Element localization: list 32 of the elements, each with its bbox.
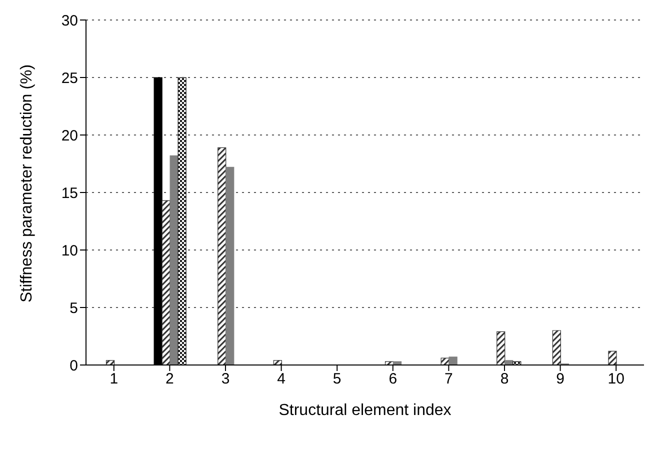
bar [512, 361, 522, 365]
x-tick-label: 6 [388, 370, 398, 388]
y-tick-label: 10 [61, 242, 78, 260]
x-tick-label: 2 [166, 370, 174, 388]
y-axis-title: Stiffness parameter reduction (%) [18, 64, 36, 302]
y-tick-label: 15 [61, 184, 78, 202]
bar [178, 77, 186, 365]
x-tick-label: 7 [444, 370, 453, 388]
y-tick-label: 0 [70, 357, 78, 374]
x-tick-label: 10 [608, 370, 624, 388]
bar [170, 155, 178, 365]
bar [392, 361, 402, 365]
x-axis-title: Structural element index [278, 402, 452, 419]
x-tick-label: 9 [556, 370, 564, 388]
x-tick-label: 5 [332, 370, 342, 388]
x-tick-label: 3 [221, 370, 230, 388]
bar [162, 200, 170, 365]
y-tick-label: 20 [61, 127, 78, 144]
x-tick-label: 1 [110, 370, 118, 388]
bar [448, 356, 458, 365]
bar [106, 360, 115, 365]
bar [273, 360, 282, 365]
bar [226, 166, 234, 365]
y-tick-label: 25 [61, 70, 78, 87]
y-tick-label: 30 [61, 12, 78, 30]
bar [218, 147, 226, 365]
bar [608, 350, 617, 365]
x-tick-label: 4 [277, 370, 286, 388]
bar [552, 330, 561, 365]
bar [496, 331, 506, 365]
y-tick-label: 5 [70, 300, 78, 317]
x-tick-label: 8 [500, 370, 509, 388]
